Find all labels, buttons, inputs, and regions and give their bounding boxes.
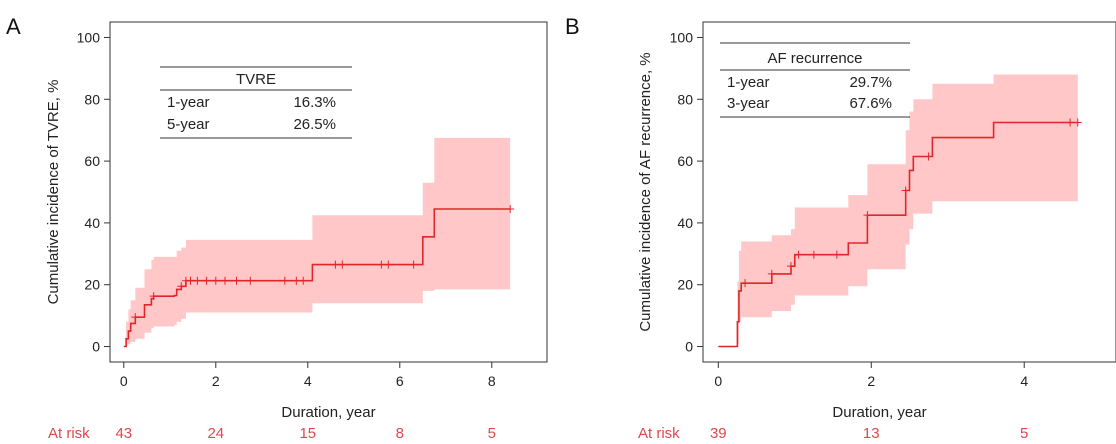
panel-a-censor-mark [131,313,140,322]
panel-a-censor-mark [338,260,347,269]
panel-b-incidence-line [718,121,1078,348]
panel-a-censor-mark [292,276,301,285]
panel-a-table-row-label: 1-year [167,94,210,111]
panel-b-x-axis-title: Duration, year [832,404,926,421]
panel-b-censor-mark [832,250,841,259]
panel-a-x-tick-label: 2 [212,373,220,389]
panel-a-x-tick-label: 8 [488,373,496,389]
panel-a-y-tick-label: 0 [92,339,100,355]
panel-b-table-row-value: 67.6% [849,95,892,112]
panel-b-letter: B [565,14,580,39]
panel-a-table-row-label: 5-year [167,116,210,133]
panel-b-y-tick-label: 0 [685,339,693,355]
panel-a-x-axis-title: Duration, year [281,404,375,421]
panel-a-at-risk-value: 5 [488,425,496,442]
panel-a-censor-mark [221,276,229,285]
panel-b-censor-mark [809,250,818,259]
panel-a-censor-mark [384,260,393,269]
panel-b-x-tick-label: 2 [867,373,875,389]
panel-b-at-risk-value: 5 [1020,425,1028,442]
panel-a-censor-mark [193,276,202,285]
panel-a-y-tick-label: 100 [77,29,101,45]
panel-a-censor-mark [211,276,220,285]
panel-a-censor-mark [299,276,308,285]
panel-b-y-axis-title: Cumulative incidence of AF recurrence, % [637,52,654,331]
panel-a-y-tick-label: 20 [84,277,100,293]
panel-b-at-risk-label: At risk [638,425,680,442]
panel-a-censor-mark [177,282,186,291]
panel-b-censor-mark [863,211,872,220]
panel-b-censor-mark [901,186,910,195]
panel-b-y-tick-label: 40 [677,215,693,231]
panel-a-at-risk-value: 43 [115,425,132,442]
panel-b-table-title: AF recurrence [767,50,862,67]
panel-b-table-row-value: 29.7% [849,74,892,91]
panel-a-y-axis-title: Cumulative incidence of TVRE, % [45,80,62,305]
panel-a-censor-mark [186,276,195,285]
panel-b: B 0 20 40 60 80 100 0 2 4 Cumulative incidence of … [565,14,1116,442]
panel-a-y-tick-label: 40 [84,215,100,231]
panel-b-at-risk-value: 13 [863,425,880,442]
panel-a-at-risk-value: 8 [396,425,404,442]
panel-a-x-tick-label: 4 [304,373,312,389]
panel-a-at-risk-value: 15 [299,425,316,442]
panel-a-at-risk-label: At risk [48,425,90,442]
panel-b-censor-mark [1066,118,1075,127]
panel-a-y-tick-label: 80 [84,91,100,107]
panel-a-ci-band [123,137,511,347]
panel-b-censor-mark [767,269,776,278]
panel-b-y-tick-label: 100 [670,29,694,45]
panel-a-censor-mark [377,260,386,269]
panel-b-censor-mark [924,152,933,161]
panel-a-y-tick-label: 60 [84,153,100,169]
panel-a-plot-frame [109,21,548,363]
panel-b-censor-mark [794,250,803,259]
panel-a-censor-mark [506,205,515,213]
panel-b-table-row-label: 3-year [727,95,770,112]
panel-b-censor-mark [786,262,795,271]
panel-b-x-tick-label: 4 [1020,373,1028,389]
panel-a-censor-mark [202,276,211,285]
panel-a-censor-mark [331,260,340,269]
panel-b-y-tick-label: 60 [677,153,693,169]
panel-a-table-row-value: 16.3% [293,94,336,111]
panel-a-incidence-line [123,208,511,348]
panel-b-at-risk-value: 39 [710,425,727,442]
panel-b-censor-mark [1073,118,1082,127]
panel-b-censor-mark [741,279,750,288]
panel-a-censor-mark [149,292,158,301]
panel-a-censor-mark [232,276,241,285]
panel-b-ci-band [718,74,1078,347]
panel-a-table-title: TVRE [236,71,276,88]
panel-a-at-risk-value: 24 [207,425,224,442]
panel-b-table-row-label: 1-year [727,74,770,91]
panel-b-plot-frame [702,21,1116,363]
panel-a-x-tick-label: 0 [120,373,128,389]
panel-b-x-tick-label: 0 [714,373,722,389]
panel-a-letter: A [6,14,21,39]
panel-a-censor-mark [246,276,255,285]
panel-a-censor-mark [280,276,289,285]
panel-a-censor-mark [409,260,418,269]
panel-b-y-tick-label: 80 [677,91,693,107]
panel-a-x-tick-label: 6 [396,373,404,389]
panel-a-table-row-value: 26.5% [293,116,336,133]
panel-b-y-tick-label: 20 [677,277,693,293]
